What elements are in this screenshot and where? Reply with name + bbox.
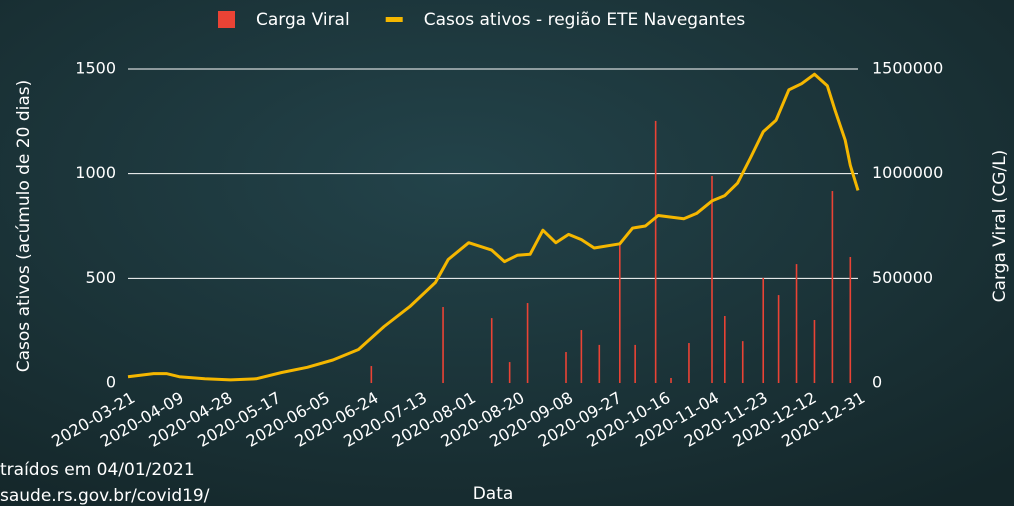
footnote: traídos em 04/01/2021	[0, 460, 195, 480]
bar	[634, 344, 636, 383]
footnote: saude.rs.gov.br/covid19/	[0, 486, 210, 506]
legend-swatch	[218, 11, 235, 28]
bar	[598, 344, 601, 383]
bar	[490, 318, 493, 383]
y-tick-label: 0	[106, 373, 116, 392]
y-tick-label: 1000	[75, 163, 116, 182]
bar	[565, 352, 567, 383]
bar	[442, 307, 444, 383]
legend-swatch	[385, 17, 403, 22]
bar	[711, 175, 713, 383]
bar	[370, 366, 373, 383]
bar	[813, 319, 816, 383]
y-tick-label: 500	[85, 268, 116, 287]
bar	[741, 341, 744, 383]
x-axis-label: Data	[473, 484, 514, 504]
bar	[724, 316, 726, 383]
bar	[670, 377, 672, 383]
bar	[831, 191, 834, 383]
y-axis-label: Casos ativos (acúmulo de 20 dias)	[14, 80, 34, 372]
y-tick-label: 1500	[75, 59, 116, 78]
y2-tick-label: 500000	[872, 268, 933, 287]
bar	[762, 277, 765, 383]
bar	[526, 303, 529, 383]
y2-tick-label: 1000000	[872, 163, 943, 182]
bar	[508, 362, 511, 383]
line	[127, 72, 860, 382]
bar	[777, 295, 780, 383]
bar	[795, 264, 798, 383]
bar	[580, 330, 583, 383]
bar	[688, 343, 690, 383]
legend-label: Casos ativos - região ETE Navegantes	[424, 10, 746, 30]
bar	[618, 244, 621, 383]
y2-axis-label: Carga Viral (CG/L)	[990, 150, 1010, 303]
bar	[849, 256, 852, 383]
y2-tick-label: 1500000	[872, 59, 943, 78]
legend-label: Carga Viral	[256, 10, 350, 30]
bar	[654, 120, 657, 383]
y2-tick-label: 0	[872, 373, 882, 392]
